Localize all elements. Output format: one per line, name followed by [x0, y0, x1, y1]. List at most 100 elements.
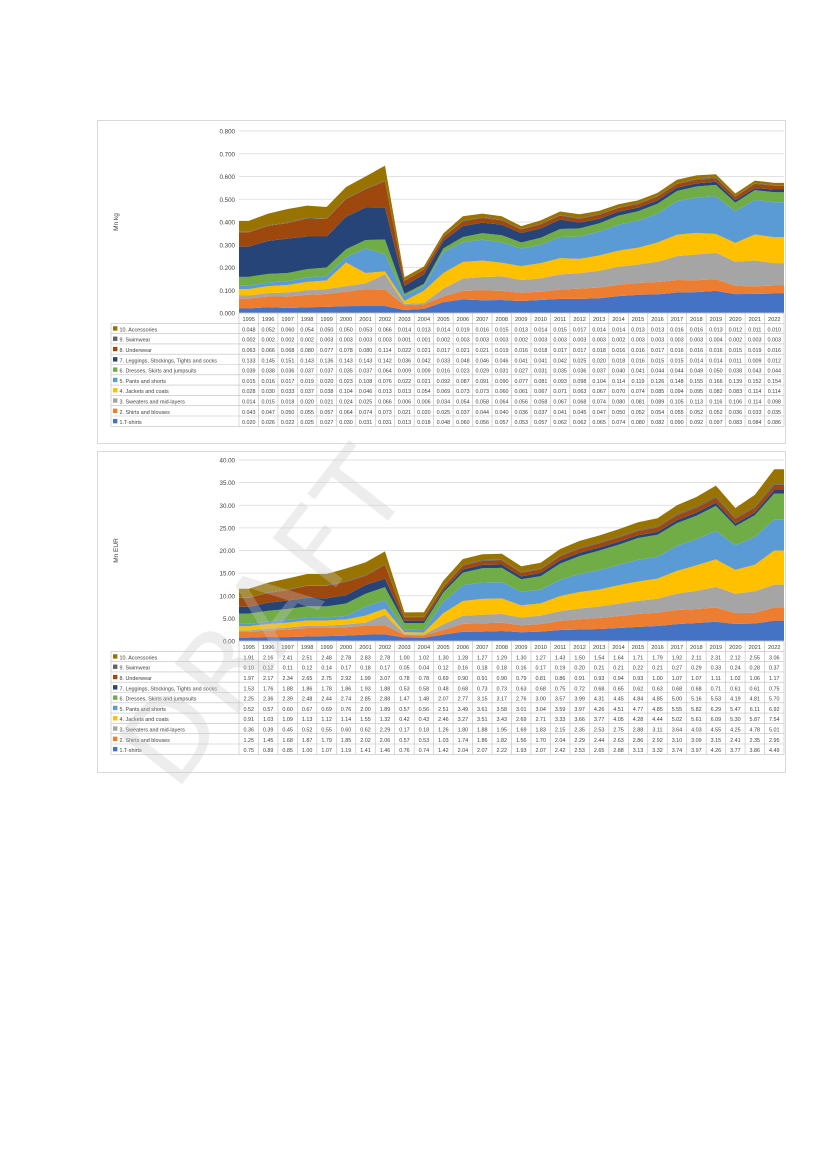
- data-label: 1.02: [730, 676, 741, 682]
- data-label: 5.47: [730, 707, 741, 713]
- legend-label: 2. Shirts and blouses: [120, 738, 171, 744]
- data-label: 0.37: [769, 666, 780, 672]
- data-label: 0.12: [302, 666, 313, 672]
- data-label: 2.71: [535, 717, 546, 723]
- data-label: 0.082: [651, 420, 665, 426]
- data-label: 0.90: [497, 676, 508, 682]
- data-label: 0.016: [768, 348, 782, 354]
- y-tick-label: 0.200: [220, 265, 236, 272]
- data-label: 1.30: [438, 655, 449, 661]
- data-label: 0.025: [359, 400, 373, 406]
- data-label: 4.78: [750, 728, 761, 734]
- x-tick-label: 2019: [710, 645, 722, 651]
- data-label: 0.031: [359, 420, 373, 426]
- data-label: 0.012: [768, 358, 782, 364]
- data-label: 3.15: [711, 738, 722, 744]
- data-label: 0.091: [476, 379, 490, 385]
- data-label: 1.19: [341, 748, 352, 754]
- data-label: 1.85: [341, 738, 352, 744]
- data-label: 0.049: [690, 369, 704, 375]
- data-label: 0.009: [417, 369, 431, 375]
- data-label: 2.17: [263, 676, 274, 682]
- data-label: 2.36: [263, 697, 274, 703]
- data-label: 1.07: [321, 748, 332, 754]
- data-label: 0.015: [242, 379, 256, 385]
- x-tick-label: 1996: [262, 645, 274, 651]
- data-label: 1.11: [711, 676, 721, 682]
- x-tick-label: 2007: [476, 645, 488, 651]
- data-label: 7.54: [769, 717, 780, 723]
- x-tick-label: 2016: [651, 317, 663, 323]
- data-label: 0.010: [768, 327, 782, 333]
- data-label: 1.26: [438, 728, 449, 734]
- data-label: 0.003: [592, 338, 606, 344]
- data-label: 0.074: [631, 389, 645, 395]
- x-tick-label: 2015: [632, 317, 644, 323]
- data-label: 1.93: [360, 686, 371, 692]
- y-tick-label: 0.700: [220, 151, 236, 158]
- data-label: 0.78: [399, 676, 410, 682]
- data-label: 0.065: [592, 420, 606, 426]
- data-label: 0.073: [456, 389, 470, 395]
- data-label: 2.34: [282, 676, 293, 682]
- data-label: 2.86: [633, 738, 644, 744]
- y-tick-label: 0.600: [220, 174, 236, 181]
- data-label: 0.36: [243, 728, 254, 734]
- data-label: 0.038: [729, 369, 743, 375]
- x-tick-label: 2014: [612, 317, 624, 323]
- data-label: 2.07: [438, 697, 449, 703]
- data-label: 0.71: [711, 686, 722, 692]
- y-tick-label: 0.800: [220, 129, 236, 136]
- data-label: 0.017: [281, 379, 295, 385]
- data-label: 3.00: [535, 697, 546, 703]
- data-label: 0.91: [477, 676, 488, 682]
- data-label: 0.021: [476, 348, 490, 354]
- data-label: 2.44: [594, 738, 605, 744]
- data-label: 3.06: [769, 655, 780, 661]
- data-label: 0.021: [417, 348, 431, 354]
- legend-swatch: [113, 685, 118, 690]
- x-tick-label: 2000: [340, 317, 352, 323]
- data-label: 0.148: [670, 379, 684, 385]
- data-label: 0.025: [300, 420, 314, 426]
- data-label: 0.94: [613, 676, 624, 682]
- data-label: 0.003: [495, 338, 509, 344]
- data-label: 0.21: [652, 666, 663, 672]
- area-10-accessories: [239, 165, 784, 281]
- data-label: 0.104: [592, 379, 606, 385]
- y-tick-label: 0.00: [223, 639, 236, 646]
- data-label: 3.07: [380, 676, 391, 682]
- y-tick-label: 0.000: [220, 311, 236, 318]
- data-label: 0.014: [437, 327, 451, 333]
- data-label: 0.043: [748, 369, 762, 375]
- data-label: 0.062: [553, 420, 567, 426]
- data-label: 0.038: [261, 369, 275, 375]
- data-label: 0.105: [670, 400, 684, 406]
- data-label: 2.11: [691, 655, 701, 661]
- data-label: 0.58: [419, 686, 430, 692]
- data-label: 0.015: [670, 358, 684, 364]
- data-label: 0.39: [263, 728, 274, 734]
- data-label: 0.017: [573, 348, 587, 354]
- data-label: 0.052: [261, 327, 275, 333]
- data-label: 1.47: [399, 697, 410, 703]
- data-label: 0.061: [514, 389, 528, 395]
- legend-swatch: [113, 398, 118, 403]
- chart-panel-value: 0.00 5.00 10.00 15.00 20.00 25.00 30.00 35.00 40…: [97, 451, 786, 773]
- data-label: 0.017: [553, 348, 567, 354]
- data-label: 1.70: [535, 738, 546, 744]
- data-label: 0.21: [613, 666, 624, 672]
- data-label: 2.02: [360, 738, 371, 744]
- data-label: 0.098: [768, 400, 782, 406]
- data-label: 4.26: [594, 707, 605, 713]
- data-label: 1.91: [243, 655, 254, 661]
- legend-label: 1.T-shirts: [120, 748, 142, 754]
- data-label: 0.028: [242, 389, 256, 395]
- data-label: 2.92: [341, 676, 352, 682]
- x-tick-label: 1998: [301, 645, 313, 651]
- data-label: 0.75: [243, 748, 254, 754]
- data-label: 0.013: [709, 327, 723, 333]
- data-label: 1.27: [535, 655, 546, 661]
- data-label: 0.077: [514, 379, 528, 385]
- data-label: 2.04: [555, 738, 566, 744]
